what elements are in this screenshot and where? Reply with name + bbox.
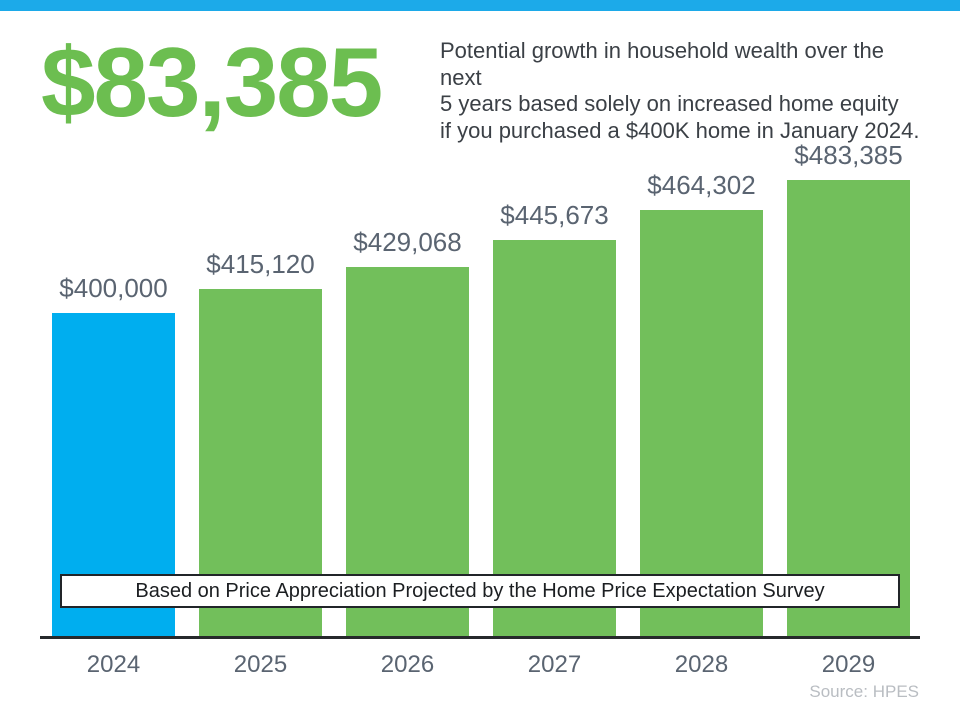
x-tick-label-2029: 2029 — [821, 651, 876, 678]
x-tick-label-2026: 2026 — [380, 651, 435, 678]
bar-value-label-2028: $464,302 — [647, 170, 756, 200]
x-tick-label-2028: 2028 — [674, 651, 729, 678]
bar-value-label-2026: $429,068 — [353, 227, 462, 257]
x-axis-line — [40, 636, 920, 639]
x-tick-label-2025: 2025 — [233, 651, 288, 678]
bar-value-label-2029: $483,385 — [794, 140, 903, 170]
bar-2028 — [640, 210, 763, 637]
annotation-banner: Based on Price Appreciation Projected by… — [60, 574, 900, 608]
bar-value-label-2025: $415,120 — [206, 249, 315, 279]
bar-2029 — [787, 180, 910, 637]
description-line-3: if you purchased a $400K home in January… — [440, 117, 920, 143]
description-line-2: 5 years based solely on increased home e… — [440, 91, 899, 116]
x-tick-label-2027: 2027 — [527, 651, 582, 678]
headline-amount: $83,385 — [41, 27, 383, 137]
source-credit: Source: HPES — [809, 682, 919, 701]
description-line-1: Potential growth in household wealth ove… — [440, 38, 884, 90]
bar-2027 — [493, 240, 616, 637]
headline-description: Potential growth in household wealth ove… — [440, 38, 930, 144]
top-accent-strip — [0, 0, 960, 11]
x-tick-label-2024: 2024 — [86, 651, 141, 678]
bar-value-label-2024: $400,000 — [59, 273, 168, 303]
bar-value-label-2027: $445,673 — [500, 200, 609, 230]
